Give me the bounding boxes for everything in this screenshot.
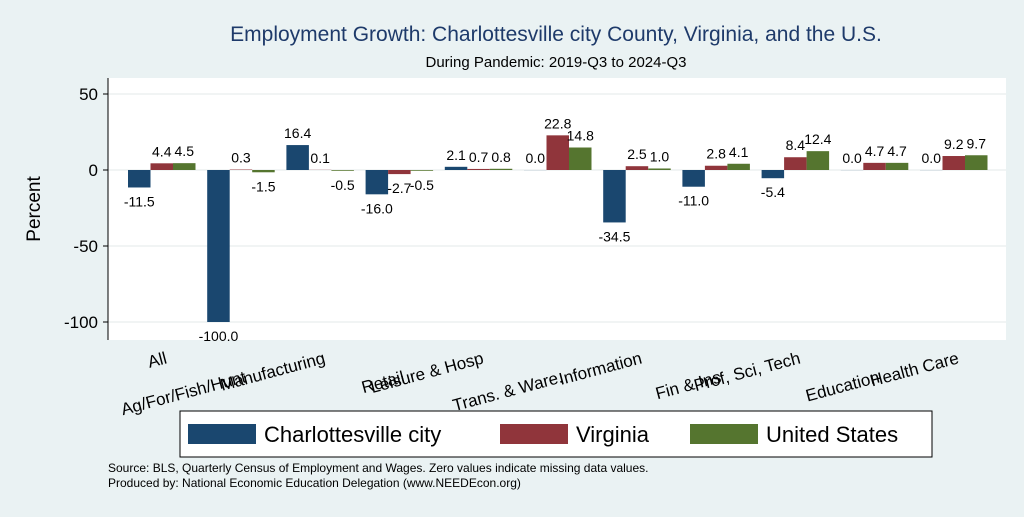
data-label: 4.7 bbox=[865, 143, 885, 159]
legend-swatch bbox=[500, 424, 568, 444]
data-label: 12.4 bbox=[804, 131, 831, 147]
data-label: -5.4 bbox=[761, 184, 785, 200]
bar bbox=[151, 163, 174, 170]
data-label: 0.0 bbox=[842, 150, 862, 166]
bar bbox=[807, 151, 830, 170]
bar bbox=[626, 166, 649, 170]
data-label: 1.0 bbox=[650, 148, 670, 164]
data-label: 0.1 bbox=[310, 150, 330, 166]
data-label: -0.5 bbox=[410, 177, 434, 193]
bar bbox=[286, 145, 309, 170]
data-label: -1.5 bbox=[251, 178, 275, 194]
data-label: 16.4 bbox=[284, 125, 311, 141]
y-tick-label: 50 bbox=[79, 85, 98, 104]
data-label: -0.5 bbox=[331, 177, 355, 193]
legend-label: Virginia bbox=[576, 422, 650, 447]
chart-subtitle: During Pandemic: 2019-Q3 to 2024-Q3 bbox=[426, 54, 687, 71]
y-tick-label: -100 bbox=[64, 313, 98, 332]
bar bbox=[705, 166, 728, 170]
data-label: 0.0 bbox=[922, 150, 942, 166]
bar bbox=[863, 163, 886, 170]
legend-label: Charlottesville city bbox=[264, 422, 441, 447]
y-axis-label: Percent bbox=[24, 176, 45, 242]
bar bbox=[727, 164, 750, 170]
bar bbox=[252, 170, 275, 172]
data-label: -2.7 bbox=[387, 180, 411, 196]
data-label: 0.7 bbox=[469, 149, 489, 165]
bar bbox=[128, 170, 151, 187]
data-label: -16.0 bbox=[361, 200, 393, 216]
y-tick-label: -50 bbox=[73, 237, 98, 256]
bar bbox=[569, 148, 592, 170]
bar bbox=[547, 135, 570, 170]
data-label: 0.0 bbox=[526, 150, 546, 166]
bar bbox=[682, 170, 705, 187]
bar bbox=[173, 163, 196, 170]
data-label: 8.4 bbox=[786, 137, 806, 153]
data-label: 4.5 bbox=[175, 143, 195, 159]
bar bbox=[943, 156, 966, 170]
bar bbox=[762, 170, 785, 178]
legend-label: United States bbox=[766, 422, 898, 447]
bar bbox=[388, 170, 411, 174]
legend-swatch bbox=[188, 424, 256, 444]
bar bbox=[784, 157, 807, 170]
y-tick-label: 0 bbox=[89, 161, 98, 180]
legend-swatch bbox=[690, 424, 758, 444]
data-label: -34.5 bbox=[598, 228, 630, 244]
legend: Charlottesville city Virginia United State… bbox=[188, 422, 898, 447]
data-label: -11.0 bbox=[678, 193, 709, 209]
data-label: 2.1 bbox=[446, 147, 466, 163]
bar bbox=[648, 168, 671, 170]
bar bbox=[886, 163, 909, 170]
data-label: -100.0 bbox=[199, 328, 239, 344]
data-label: -11.5 bbox=[124, 193, 155, 209]
data-label: 14.8 bbox=[567, 128, 594, 144]
bar bbox=[490, 169, 513, 170]
data-label: 0.8 bbox=[491, 149, 511, 165]
bar bbox=[445, 167, 468, 170]
bar bbox=[207, 170, 230, 322]
data-label: 4.1 bbox=[729, 144, 749, 160]
bar bbox=[965, 155, 988, 170]
bar bbox=[366, 170, 389, 194]
data-label: 4.7 bbox=[887, 143, 907, 159]
data-label: 2.5 bbox=[627, 146, 647, 162]
data-label: 9.2 bbox=[944, 136, 964, 152]
data-label: 2.8 bbox=[706, 146, 726, 162]
data-label: 0.3 bbox=[231, 150, 251, 166]
chart-title: Employment Growth: Charlottesville city … bbox=[230, 23, 882, 46]
bar bbox=[411, 170, 434, 171]
data-label: 9.7 bbox=[967, 135, 987, 151]
produced-by-note: Produced by: National Economic Education… bbox=[108, 476, 521, 490]
bar bbox=[467, 169, 490, 170]
bar bbox=[331, 170, 354, 171]
data-label: 4.4 bbox=[152, 143, 172, 159]
source-note: Source: BLS, Quarterly Census of Employm… bbox=[108, 461, 648, 475]
bar bbox=[603, 170, 626, 222]
